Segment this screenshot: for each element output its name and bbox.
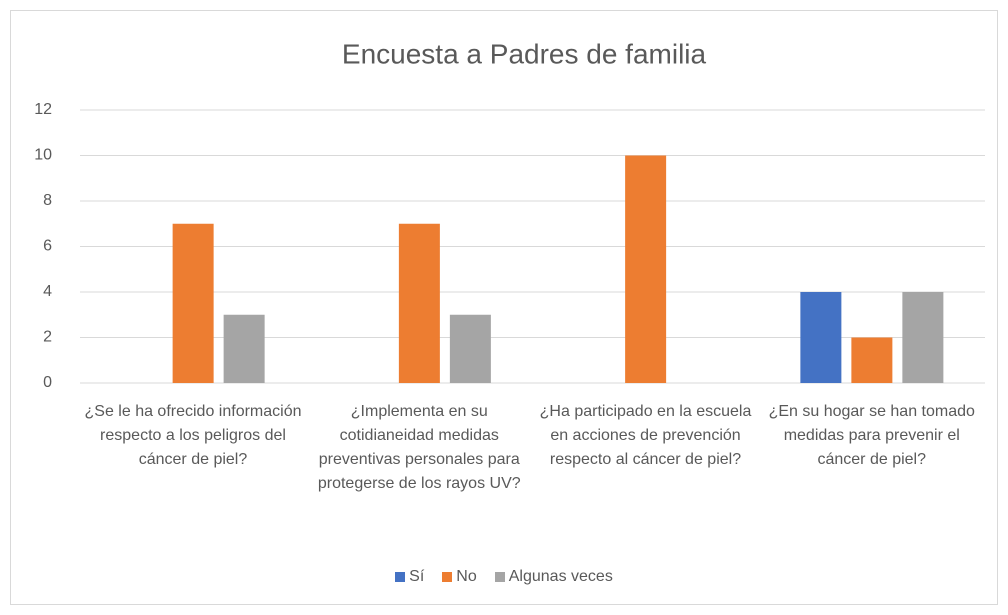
bar (800, 292, 842, 383)
legend-item: No (442, 568, 477, 586)
y-tick-label: 12 (34, 101, 52, 118)
y-tick-label: 4 (43, 283, 52, 300)
legend-item: Sí (395, 568, 424, 586)
bar (902, 292, 944, 383)
chart-title: Encuesta a Padres de familia (342, 38, 707, 69)
legend-swatch (494, 572, 505, 582)
x-tick-label: ¿Se le ha ofrecido información respecto … (84, 403, 302, 468)
x-tick-label: ¿En su hogar se han tomado medidas para … (768, 403, 975, 468)
bar (172, 223, 214, 383)
chart-border (10, 10, 998, 605)
y-tick-label: 8 (43, 192, 52, 209)
legend-swatch (442, 572, 453, 582)
legend-swatch (395, 572, 406, 582)
y-tick-label: 2 (43, 329, 52, 346)
legend: Sí No Algunas veces (0, 568, 1008, 586)
y-tick-label: 0 (43, 374, 52, 391)
legend-item: Algunas veces (494, 568, 613, 586)
y-tick-label: 6 (43, 238, 52, 255)
bar (398, 223, 440, 383)
bar (449, 314, 491, 383)
legend-label: Algunas veces (508, 568, 613, 585)
x-tick-label: ¿Implementa en su cotidianeidad medidas … (317, 403, 521, 492)
legend-label: No (456, 568, 477, 585)
legend-label: Sí (409, 568, 425, 585)
bar (851, 337, 893, 383)
y-tick-label: 10 (34, 147, 52, 164)
bar (625, 155, 667, 383)
bar (223, 314, 265, 383)
x-tick-label: ¿Ha participado en la escuela en accione… (539, 403, 752, 468)
